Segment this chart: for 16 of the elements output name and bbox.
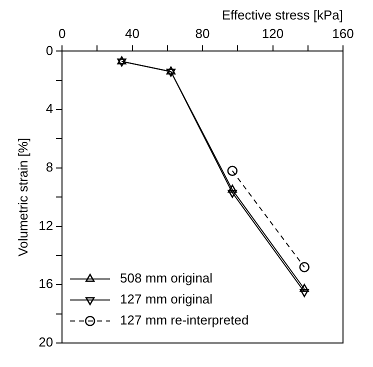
y-tick-label: 0 [46, 42, 54, 58]
y-tick-label: 20 [38, 334, 54, 350]
legend-label: 127 mm re-interpreted [120, 312, 249, 328]
x-tick-label: 120 [262, 26, 284, 41]
y-tick-label: 12 [38, 218, 54, 233]
x-tick-label: 160 [332, 26, 354, 41]
y-tick-label: 4 [46, 101, 54, 116]
y-tick-label: 8 [46, 160, 54, 174]
x-axis-title: Effective stress [kPa] [222, 7, 343, 22]
legend-label: 127 mm original [120, 292, 213, 307]
legend-label: 508 mm original [120, 270, 213, 286]
y-tick-label: 16 [38, 276, 54, 292]
y-axis-title: Volumetric strain [%] [15, 138, 30, 256]
x-tick-label: 0 [58, 26, 66, 41]
x-tick-label: 40 [125, 26, 140, 41]
x-tick-label: 80 [195, 26, 210, 41]
